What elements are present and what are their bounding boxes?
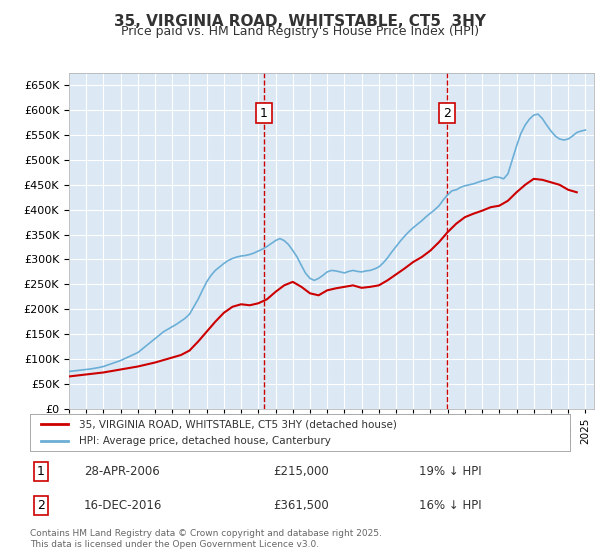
Text: Price paid vs. HM Land Registry's House Price Index (HPI): Price paid vs. HM Land Registry's House … [121, 25, 479, 38]
Text: 16% ↓ HPI: 16% ↓ HPI [419, 499, 481, 512]
Text: 35, VIRGINIA ROAD, WHITSTABLE, CT5 3HY (detached house): 35, VIRGINIA ROAD, WHITSTABLE, CT5 3HY (… [79, 419, 397, 429]
Text: 1: 1 [37, 465, 45, 478]
Text: 35, VIRGINIA ROAD, WHITSTABLE, CT5  3HY: 35, VIRGINIA ROAD, WHITSTABLE, CT5 3HY [114, 14, 486, 29]
Text: 16-DEC-2016: 16-DEC-2016 [84, 499, 163, 512]
Text: 1: 1 [260, 106, 268, 120]
Text: Contains HM Land Registry data © Crown copyright and database right 2025.
This d: Contains HM Land Registry data © Crown c… [30, 529, 382, 549]
Text: 28-APR-2006: 28-APR-2006 [84, 465, 160, 478]
Text: £361,500: £361,500 [273, 499, 329, 512]
Text: 19% ↓ HPI: 19% ↓ HPI [419, 465, 481, 478]
Text: HPI: Average price, detached house, Canterbury: HPI: Average price, detached house, Cant… [79, 436, 331, 446]
Text: 2: 2 [443, 106, 451, 120]
Text: £215,000: £215,000 [273, 465, 329, 478]
Text: 2: 2 [37, 499, 45, 512]
